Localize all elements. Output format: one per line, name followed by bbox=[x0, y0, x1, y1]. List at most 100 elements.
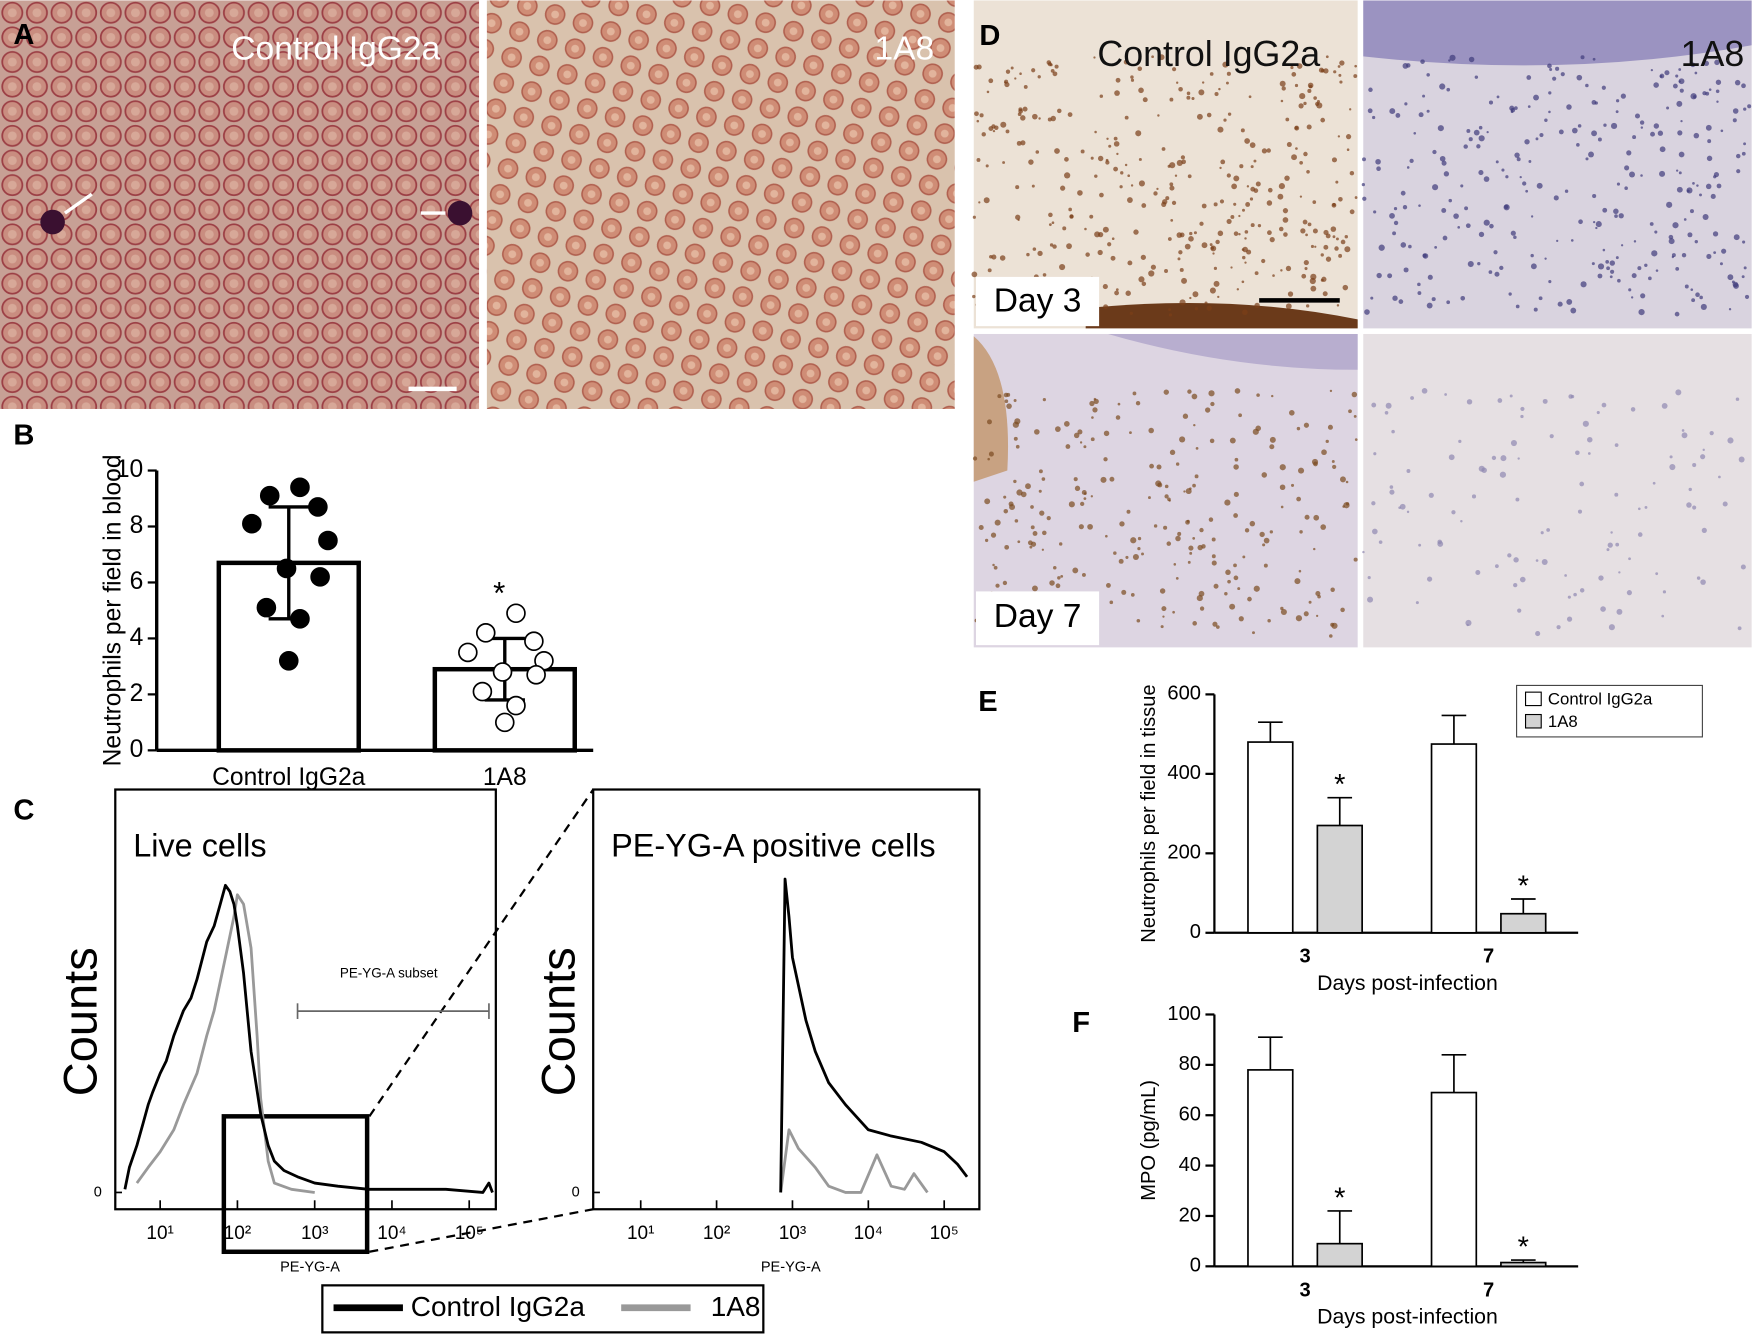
cell bbox=[1310, 244, 1314, 249]
cell bbox=[1166, 541, 1172, 546]
cell bbox=[1299, 93, 1306, 100]
cell bbox=[1422, 253, 1429, 259]
cell bbox=[1676, 186, 1683, 193]
cell bbox=[1600, 606, 1606, 612]
cell bbox=[1073, 432, 1080, 439]
cell bbox=[1032, 531, 1038, 536]
cell bbox=[1201, 242, 1208, 249]
cell bbox=[1488, 100, 1494, 105]
cell bbox=[1409, 158, 1414, 163]
cell bbox=[1178, 250, 1183, 255]
cell bbox=[1672, 222, 1679, 229]
cell bbox=[1570, 239, 1574, 242]
cell bbox=[978, 201, 981, 204]
cell bbox=[1213, 202, 1218, 207]
cell bbox=[1587, 452, 1591, 455]
cell bbox=[1652, 481, 1656, 485]
cell bbox=[1640, 293, 1646, 299]
cell bbox=[1690, 93, 1697, 100]
cell bbox=[1638, 308, 1645, 316]
cell bbox=[1595, 226, 1598, 230]
cell bbox=[1189, 296, 1192, 300]
cell bbox=[1606, 266, 1610, 271]
y-tick-label: 8 bbox=[130, 512, 144, 539]
cell bbox=[1493, 250, 1498, 255]
cell bbox=[1607, 542, 1613, 548]
data-point bbox=[492, 662, 513, 682]
cell bbox=[1158, 54, 1165, 61]
cell bbox=[1615, 256, 1619, 260]
x-tick-label: 3 bbox=[1299, 1279, 1310, 1301]
cell bbox=[976, 119, 980, 123]
cell bbox=[1616, 182, 1621, 186]
cell bbox=[997, 394, 1002, 399]
cell bbox=[1736, 169, 1741, 174]
cell bbox=[1068, 207, 1072, 212]
cell bbox=[1313, 514, 1320, 521]
cell bbox=[1179, 299, 1186, 306]
cell bbox=[1183, 490, 1186, 493]
plot-frame bbox=[114, 788, 497, 1211]
cell bbox=[1373, 210, 1377, 214]
cell bbox=[1176, 81, 1179, 84]
cell bbox=[1057, 108, 1062, 114]
cell bbox=[1138, 87, 1144, 94]
cell bbox=[1123, 59, 1129, 65]
cell bbox=[1287, 291, 1294, 297]
stain bbox=[1085, 302, 1358, 329]
cell bbox=[1439, 155, 1446, 162]
cell bbox=[1162, 615, 1165, 618]
cell bbox=[1325, 55, 1329, 59]
cell bbox=[1371, 402, 1377, 408]
cell bbox=[1614, 443, 1619, 447]
cell bbox=[1732, 118, 1737, 123]
cell bbox=[1705, 91, 1710, 96]
cell bbox=[1733, 234, 1740, 241]
cell bbox=[1196, 113, 1203, 120]
panel-label: A bbox=[13, 19, 34, 51]
cell bbox=[1310, 285, 1317, 292]
cell bbox=[1114, 90, 1120, 96]
cell bbox=[1037, 250, 1043, 257]
cell bbox=[1161, 201, 1167, 207]
cell bbox=[1111, 237, 1115, 241]
cell bbox=[1699, 295, 1703, 300]
legend-label: 1A8 bbox=[711, 1291, 761, 1322]
cell bbox=[1466, 623, 1469, 627]
cell bbox=[1229, 603, 1236, 610]
cell bbox=[1197, 544, 1203, 551]
cell bbox=[1542, 398, 1548, 404]
cell bbox=[1699, 193, 1702, 197]
y-axis-label: Neutrophils per field in blood bbox=[100, 454, 127, 766]
cell bbox=[1406, 166, 1410, 169]
cell bbox=[1135, 401, 1141, 406]
cell bbox=[1263, 537, 1270, 544]
cell bbox=[1032, 113, 1038, 120]
bar bbox=[1316, 824, 1363, 934]
cell bbox=[1601, 85, 1606, 90]
cell bbox=[1393, 220, 1399, 226]
cell bbox=[1555, 66, 1560, 71]
cell bbox=[1030, 505, 1034, 509]
cell bbox=[1267, 230, 1272, 236]
cell bbox=[1238, 413, 1242, 418]
cell bbox=[1178, 86, 1183, 92]
cell bbox=[1510, 440, 1517, 447]
cell bbox=[1227, 112, 1232, 116]
cell bbox=[1548, 280, 1552, 284]
cell bbox=[1081, 489, 1087, 495]
cell bbox=[1083, 445, 1087, 449]
cell bbox=[1679, 88, 1684, 93]
cell bbox=[1077, 429, 1083, 435]
cell bbox=[1615, 542, 1620, 547]
cell bbox=[1499, 471, 1507, 478]
cell bbox=[1156, 187, 1159, 191]
cell bbox=[1609, 260, 1616, 266]
x-tick-label: 10² bbox=[703, 1223, 730, 1244]
cell bbox=[1078, 524, 1084, 530]
cell bbox=[1105, 582, 1111, 588]
data-point bbox=[256, 597, 277, 618]
cell bbox=[1700, 303, 1707, 311]
cell bbox=[1353, 414, 1357, 418]
cell bbox=[1187, 174, 1192, 179]
